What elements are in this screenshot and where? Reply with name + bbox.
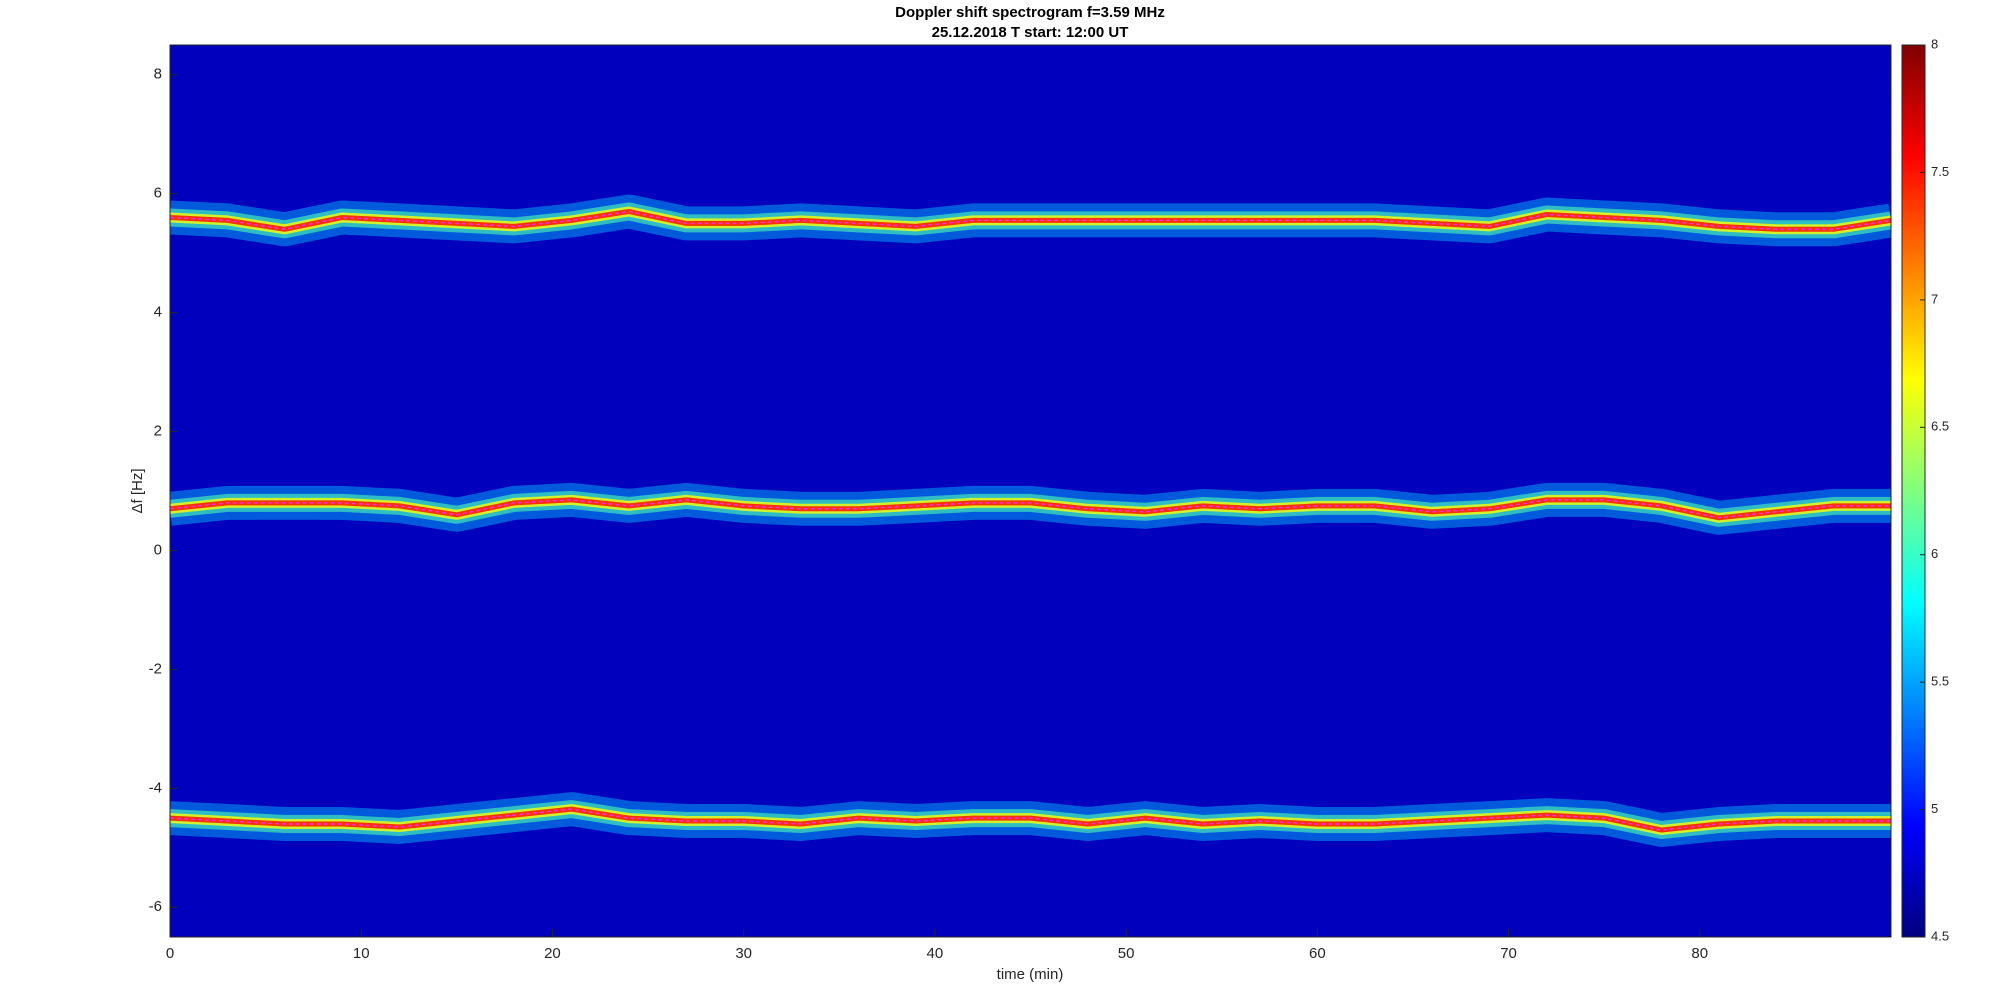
colorbar-tick-label: 6 — [1931, 546, 1938, 561]
x-tick-label: 30 — [735, 945, 752, 962]
x-tick-label: 60 — [1309, 945, 1326, 962]
y-tick-label: -6 — [149, 898, 162, 915]
colorbar-tick-label: 6.5 — [1931, 419, 1949, 434]
y-tick-label: -2 — [149, 660, 162, 677]
y-tick-label: -4 — [149, 779, 162, 796]
y-tick-label: 2 — [154, 423, 162, 440]
x-tick-label: 80 — [1691, 945, 1708, 962]
x-tick-label: 70 — [1500, 945, 1517, 962]
traces — [170, 194, 1891, 847]
colorbar-tick-label: 4.5 — [1931, 928, 1949, 943]
trace-line — [170, 808, 1891, 831]
y-axis-label: Δf [Hz] — [129, 468, 146, 513]
x-tick-label: 10 — [353, 945, 370, 962]
colorbar-tick-label: 5.5 — [1931, 674, 1949, 689]
x-axis-label: time (min) — [997, 966, 1064, 983]
colorbar-tick-label: 8 — [1931, 36, 1938, 51]
x-tick-label: 50 — [1118, 945, 1135, 962]
trace-line — [170, 210, 1891, 231]
x-tick-label: 0 — [166, 945, 174, 962]
y-tick-label: 8 — [154, 66, 162, 83]
plot-frame — [169, 44, 1892, 938]
colorbar — [1901, 44, 1926, 938]
colorbar-tick-label: 7.5 — [1931, 164, 1949, 179]
y-tick-label: 6 — [154, 185, 162, 202]
colorbar-tick-label: 7 — [1931, 291, 1938, 306]
x-tick-label: 40 — [927, 945, 944, 962]
trace-line — [170, 499, 1891, 519]
x-tick-label: 20 — [544, 945, 561, 962]
chart-title: Doppler shift spectrogram f=3.59 MHz — [895, 4, 1165, 21]
colorbar-tick-label: 5 — [1931, 801, 1938, 816]
y-tick-label: 0 — [154, 541, 162, 558]
y-tick-label: 4 — [154, 304, 162, 321]
chart-subtitle: 25.12.2018 T start: 12:00 UT — [932, 24, 1129, 41]
